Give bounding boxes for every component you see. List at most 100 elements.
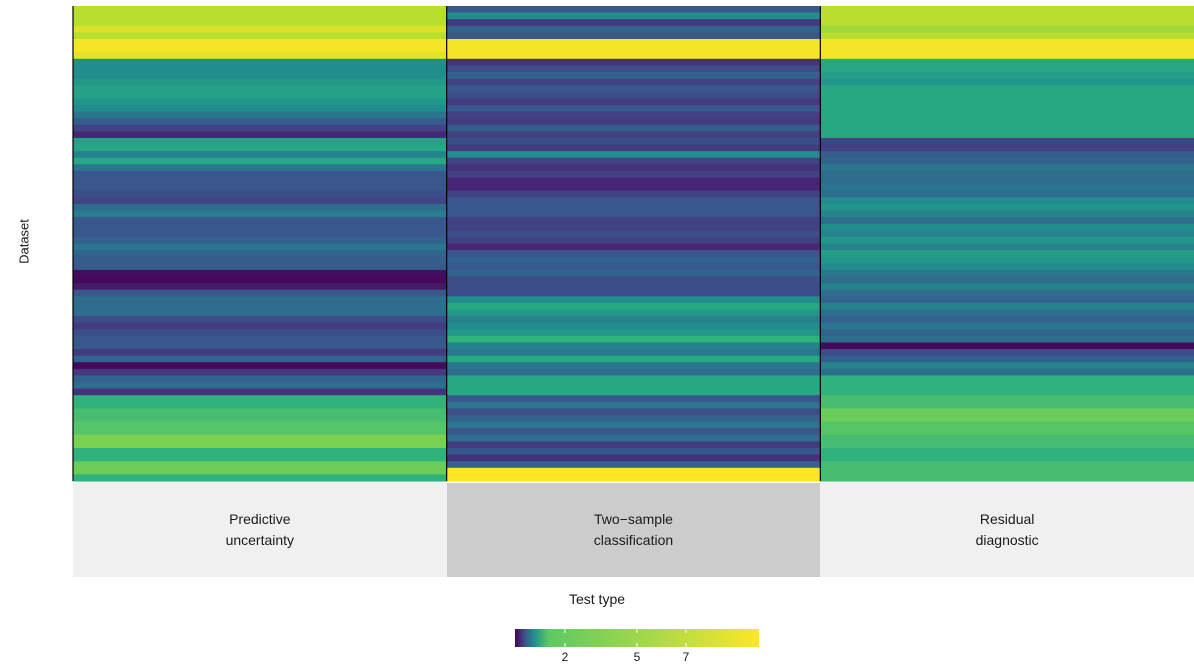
heatmap-cell — [73, 38, 447, 47]
heatmap-cell — [73, 210, 447, 218]
heatmap-cell — [820, 448, 1194, 456]
heatmap-cell — [73, 276, 447, 284]
heatmap-cell — [820, 32, 1194, 40]
heatmap-cell — [820, 58, 1194, 66]
heatmap-cell — [73, 250, 447, 258]
heatmap-cell — [820, 263, 1194, 271]
heatmap-cell — [73, 335, 447, 344]
heatmap-cell — [820, 223, 1194, 231]
heatmap-cell — [73, 223, 447, 231]
heatmap-cell — [446, 415, 821, 423]
heatmap-cell — [73, 144, 447, 152]
heatmap-cell — [820, 78, 1194, 86]
heatmap-cell — [820, 164, 1194, 172]
heatmap-cell — [820, 461, 1194, 469]
heatmap-cell — [820, 197, 1194, 205]
heatmap-cell — [820, 428, 1194, 436]
heatmap-cell — [446, 375, 821, 383]
heatmap-cell — [73, 349, 447, 357]
heatmap-cell — [446, 91, 821, 99]
heatmap-cell — [73, 415, 447, 423]
heatmap-cell — [446, 309, 821, 317]
heatmap-cell — [73, 203, 447, 212]
heatmap-cell — [446, 223, 821, 231]
heatmap-cell — [446, 210, 821, 218]
heatmap-cell — [820, 388, 1194, 396]
heatmap-cell — [73, 368, 447, 377]
facet-label-line: Residual — [979, 511, 1035, 527]
heatmap-cell — [446, 78, 821, 86]
heatmap-cell — [446, 197, 821, 205]
heatmap-cell — [820, 85, 1194, 93]
heatmap-cell — [73, 184, 447, 192]
heatmap-cell — [446, 256, 821, 264]
heatmap-cell — [446, 243, 821, 251]
heatmap-cell — [446, 368, 821, 377]
heatmap-cell — [446, 137, 821, 146]
heatmap-cell — [73, 124, 447, 132]
heatmap-cell — [73, 309, 447, 317]
heatmap-cell — [446, 170, 821, 179]
heatmap-cell — [446, 98, 821, 106]
heatmap-cell — [820, 151, 1194, 159]
heatmap-cell — [820, 170, 1194, 179]
heatmap-cell — [820, 296, 1194, 304]
heatmap-cell — [820, 104, 1194, 113]
heatmap-cell — [446, 362, 821, 370]
heatmap-cell — [820, 342, 1194, 350]
heatmap-cell — [820, 137, 1194, 146]
heatmap-cell — [73, 256, 447, 264]
heatmap-cell — [446, 322, 821, 330]
heatmap-cell — [73, 302, 447, 311]
heatmap-cell — [446, 104, 821, 113]
heatmap-cell — [820, 454, 1194, 462]
heatmap-cell — [446, 335, 821, 344]
heatmap-cell — [820, 91, 1194, 99]
heatmap-cell — [446, 65, 821, 73]
heatmap-cell — [820, 316, 1194, 324]
heatmap-cell — [446, 316, 821, 324]
heatmap-cell — [820, 25, 1194, 33]
heatmap-cell — [73, 474, 447, 482]
heatmap-cell — [820, 289, 1194, 297]
heatmap-cell — [73, 467, 447, 476]
heatmap-cell — [73, 137, 447, 146]
heatmap-cell — [446, 124, 821, 132]
heatmap-cell — [73, 434, 447, 443]
heatmap-cell — [73, 243, 447, 251]
heatmap-cell — [73, 269, 447, 278]
heatmap-cell — [820, 118, 1194, 126]
heatmap-cell — [446, 19, 821, 27]
heatmap-cell — [820, 434, 1194, 443]
heatmap-cell — [820, 302, 1194, 311]
heatmap-cell — [73, 98, 447, 106]
heatmap-cell — [820, 210, 1194, 218]
heatmap-cell — [820, 415, 1194, 423]
heatmap-cell — [820, 276, 1194, 284]
heatmap-cell — [73, 52, 447, 60]
heatmap-cell — [446, 236, 821, 245]
heatmap-cell — [446, 25, 821, 33]
heatmap-cell — [446, 296, 821, 304]
facet-label-line: uncertainty — [225, 532, 295, 548]
heatmap-cell — [820, 38, 1194, 47]
heatmap-cell — [73, 190, 447, 198]
heatmap-cell — [73, 217, 447, 225]
heatmap-cell — [73, 375, 447, 383]
heatmap-cell — [446, 421, 821, 429]
heatmap-cell — [73, 12, 447, 20]
heatmap-cell — [820, 408, 1194, 416]
colorbar — [515, 629, 759, 647]
heatmap-cell — [820, 256, 1194, 264]
heatmap-cell — [73, 25, 447, 33]
heatmap-cell — [73, 441, 447, 449]
panel-borders — [72, 6, 821, 481]
heatmap-cell — [820, 401, 1194, 410]
heatmap-cell — [446, 355, 821, 363]
heatmap-cell — [73, 428, 447, 436]
heatmap-cell — [446, 32, 821, 40]
heatmap-cell — [820, 349, 1194, 357]
heatmap-cell — [446, 131, 821, 139]
heatmap-cell — [446, 395, 821, 403]
heatmap-cell — [820, 111, 1194, 119]
